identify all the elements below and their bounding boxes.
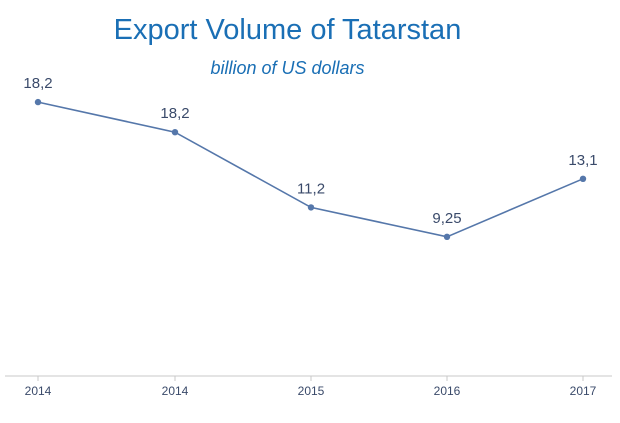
data-point — [307, 204, 315, 211]
x-tick-label: 2016 — [434, 384, 461, 398]
points-layer — [34, 98, 587, 240]
data-point — [579, 175, 587, 182]
data-point — [443, 233, 451, 240]
x-tick-label: 2015 — [298, 384, 325, 398]
x-axis-ticks: 2014 2014 2015 2016 2017 — [25, 376, 597, 398]
x-tick-label: 2014 — [25, 384, 52, 398]
data-label: 13,1 — [568, 152, 597, 169]
data-label: 9,25 — [432, 210, 461, 227]
data-label: 18,2 — [23, 75, 52, 92]
series-layer — [37, 101, 584, 238]
data-point — [171, 129, 179, 136]
chart-subtitle: billion of US dollars — [210, 58, 365, 78]
data-label: 11,2 — [297, 180, 325, 197]
data-label: 18,2 — [160, 105, 189, 122]
x-tick-label: 2017 — [570, 384, 597, 398]
data-labels: 18,2 18,2 11,2 9,25 13,1 — [23, 75, 597, 227]
x-tick-label: 2014 — [162, 384, 189, 398]
data-point — [34, 98, 42, 106]
series-line — [37, 101, 584, 238]
chart-title: Export Volume of Tatarstan — [113, 14, 462, 46]
